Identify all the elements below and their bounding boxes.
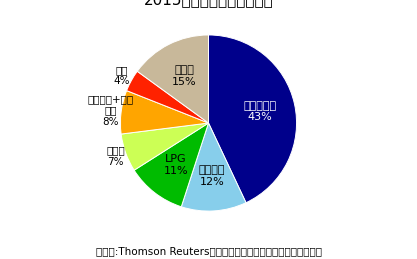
Text: ディーゼル
43%: ディーゼル 43% [244,101,276,122]
Wedge shape [137,35,208,123]
Text: （出所:Thomson Reutersより住友商事グローバルリサーチ作成）: （出所:Thomson Reutersより住友商事グローバルリサーチ作成） [95,246,322,256]
Text: LPG
11%: LPG 11% [164,154,188,176]
Text: その他
15%: その他 15% [172,65,197,87]
Wedge shape [121,123,208,170]
Wedge shape [127,71,208,123]
Text: ガソリン
12%: ガソリン 12% [198,165,225,186]
Text: ナフサ
7%: ナフサ 7% [106,146,125,167]
Text: ジェット+ケロ
シン
8%: ジェット+ケロ シン 8% [88,94,134,127]
Wedge shape [208,35,296,203]
Wedge shape [121,91,208,134]
Title: 2015年インド石油需要内訳: 2015年インド石油需要内訳 [143,0,274,8]
Text: 重油
4%: 重油 4% [114,65,131,86]
Wedge shape [181,123,246,211]
Wedge shape [134,123,208,207]
